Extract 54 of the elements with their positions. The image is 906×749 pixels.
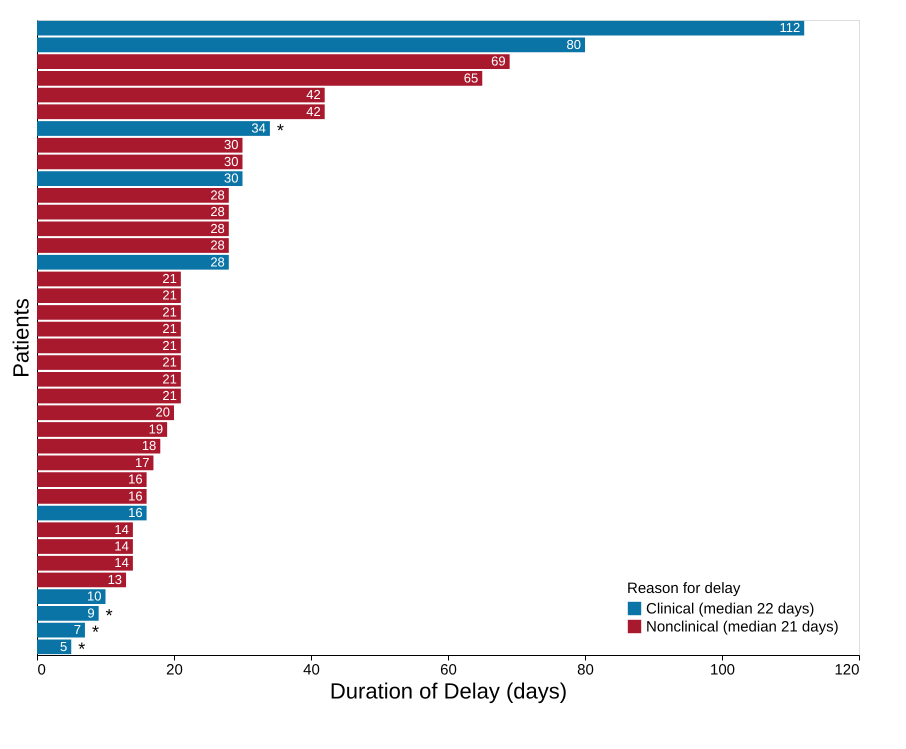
- data-label: 21: [162, 388, 177, 404]
- data-label: 14: [114, 555, 129, 570]
- data-label: 42: [306, 87, 321, 102]
- data-label: 21: [162, 304, 177, 320]
- x-tick-label: 80: [577, 662, 594, 678]
- x-tick-label: 0: [38, 662, 46, 678]
- x-axis-title: Duration of Delay (days): [330, 678, 568, 704]
- data-label: 21: [162, 371, 177, 386]
- annotation: *: [78, 638, 86, 659]
- legend-label: Nonclinical (median 21 days): [646, 618, 839, 636]
- data-label: 5: [60, 638, 68, 654]
- data-label: 30: [224, 170, 238, 186]
- data-label: 20: [156, 404, 170, 420]
- data-label: 9: [87, 605, 95, 620]
- annotation: *: [92, 622, 99, 642]
- data-label: 10: [87, 588, 102, 604]
- x-tick-label: 100: [710, 662, 736, 678]
- data-label: 30: [224, 137, 238, 152]
- data-label: 16: [128, 488, 143, 504]
- data-label: 28: [210, 187, 225, 202]
- data-label: 112: [779, 20, 800, 36]
- legend-title: Reason for delay: [627, 580, 741, 597]
- annotation: *: [276, 120, 284, 141]
- x-tick-label: 120: [834, 662, 860, 678]
- data-label: 14: [114, 522, 129, 537]
- data-label: 19: [148, 421, 164, 436]
- data-label: 42: [306, 104, 321, 119]
- data-label: 21: [162, 288, 177, 303]
- annotation: *: [106, 605, 113, 626]
- data-label: 28: [210, 204, 225, 220]
- data-label: 17: [134, 454, 150, 470]
- data-label: 80: [566, 36, 581, 52]
- data-label: 21: [162, 338, 177, 353]
- data-label: 21: [162, 321, 177, 336]
- y-axis-title: Patients: [8, 298, 34, 378]
- x-tick-label: 40: [303, 662, 320, 678]
- data-label: 21: [162, 270, 177, 286]
- x-tick-label: 20: [166, 662, 183, 678]
- data-label: 34: [251, 120, 266, 136]
- data-label: 16: [128, 472, 143, 487]
- data-label: 65: [464, 70, 478, 86]
- legend-label: Clinical (median 22 days): [646, 600, 814, 618]
- data-label: 7: [74, 622, 81, 638]
- x-tick-label: 60: [440, 662, 457, 678]
- data-label: 30: [224, 154, 238, 169]
- data-label: 69: [491, 54, 506, 69]
- data-label: 16: [128, 505, 143, 520]
- data-label: 13: [108, 572, 122, 587]
- data-label: 14: [114, 538, 129, 554]
- data-label: 28: [210, 220, 225, 236]
- data-label: 21: [162, 354, 177, 370]
- data-label: 28: [210, 254, 225, 270]
- data-label: 18: [142, 438, 156, 454]
- data-label: 28: [210, 238, 225, 253]
